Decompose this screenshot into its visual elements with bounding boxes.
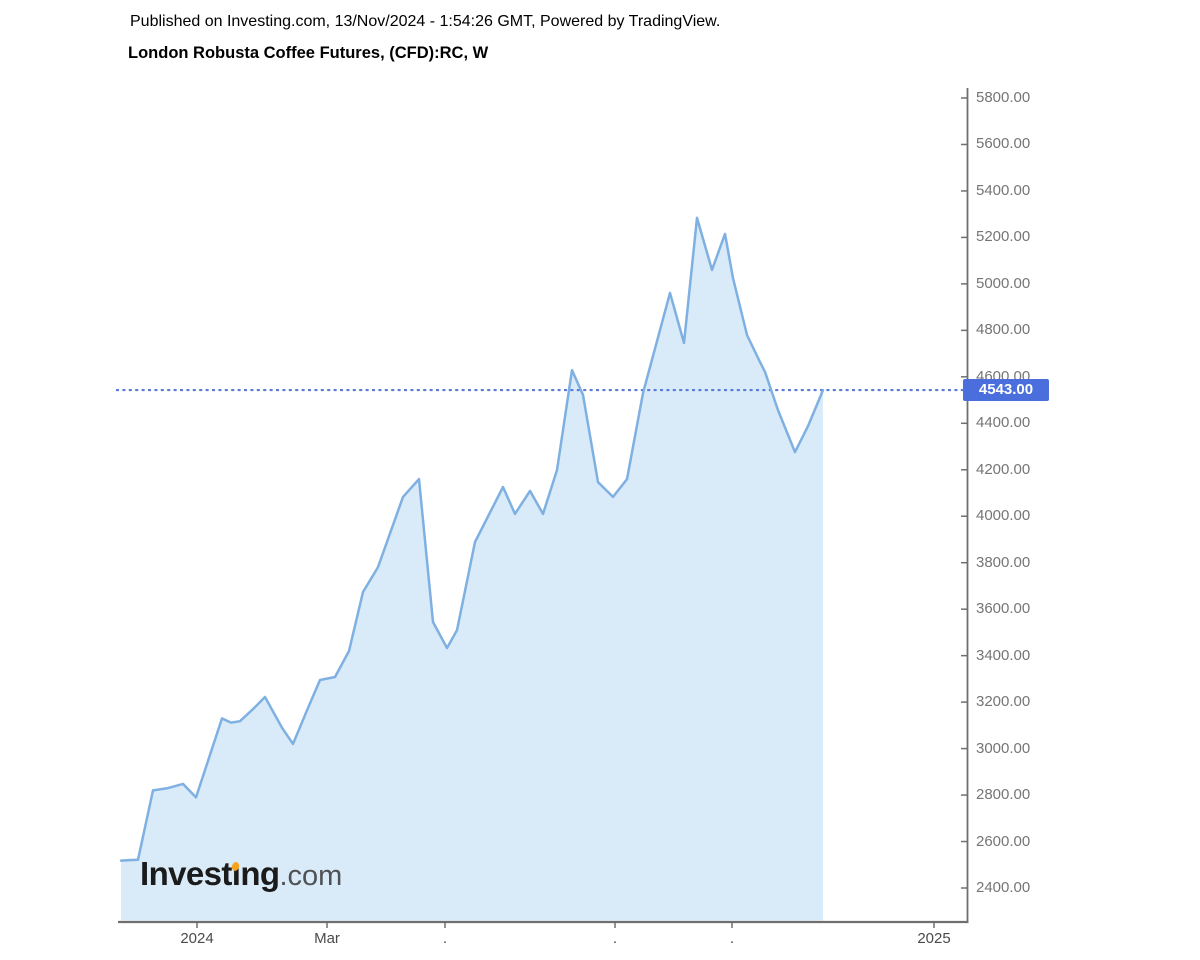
x-axis-tick-label: .	[442, 930, 448, 947]
x-axis-tick-label: 2025	[917, 930, 951, 947]
investing-logo: Investı ng.com	[140, 855, 342, 893]
chart-area-fill	[121, 217, 823, 921]
y-axis-tick-label: 5800.00	[976, 89, 1031, 106]
y-axis-tick-label: 2600.00	[976, 832, 1031, 850]
y-axis-tick-label: 2800.00	[976, 786, 1031, 804]
x-axis-tick-label: .	[612, 930, 618, 947]
y-axis-tick-label: 3600.00	[976, 600, 1031, 618]
y-axis-tick-label: 3200.00	[976, 693, 1031, 711]
y-axis-tick-label: 5400.00	[976, 181, 1031, 199]
x-axis-ticks	[196, 922, 935, 928]
investing-logo-suffix: .com	[279, 860, 343, 892]
y-axis-tick-label: 3400.00	[976, 646, 1031, 664]
y-axis-tick-label: 4000.00	[976, 507, 1031, 525]
y-axis-tick-label: 4200.00	[976, 460, 1031, 478]
y-axis-tick-label: 4400.00	[976, 414, 1031, 432]
current-price-badge: 4543.00	[963, 379, 1049, 401]
y-axis-ticks	[961, 97, 967, 889]
y-axis-tick-label: 3800.00	[976, 553, 1031, 571]
chart-title: London Robusta Coffee Futures, (CFD):RC,…	[128, 44, 489, 62]
investing-logo-brand: Investı ng	[140, 855, 280, 892]
published-line: Published on Investing.com, 13/Nov/2024 …	[130, 13, 721, 30]
x-axis-tick-label: Mar	[314, 930, 340, 947]
x-axis-tick-label: .	[729, 930, 735, 947]
y-axis-tick-label: 5000.00	[976, 274, 1031, 292]
chart-price-line	[119, 216, 825, 862]
y-axis-tick-label: 4800.00	[976, 321, 1031, 339]
x-axis-tick-label: 2024	[180, 930, 214, 947]
y-axis-tick-label: 2400.00	[976, 879, 1031, 896]
axis-frame	[118, 88, 969, 924]
y-axis-tick-label: 3000.00	[976, 739, 1031, 757]
y-axis-tick-label: 5200.00	[976, 228, 1031, 246]
y-axis-tick-label: 5600.00	[976, 135, 1031, 153]
